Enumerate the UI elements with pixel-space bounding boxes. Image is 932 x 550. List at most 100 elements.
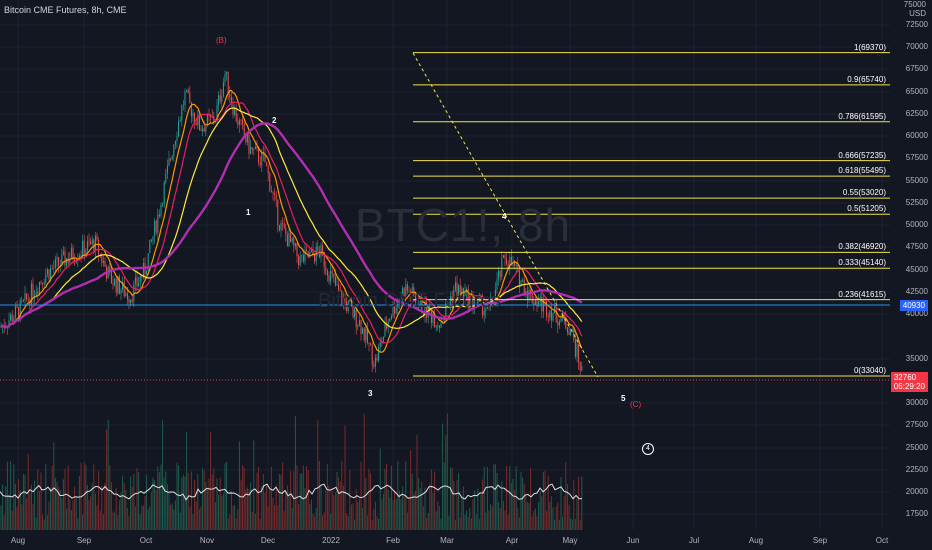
fib-level-label-9: 0.236(41615) <box>838 289 886 299</box>
candle-body <box>269 173 271 192</box>
candle-body <box>0 326 2 328</box>
volume-bar <box>8 494 10 530</box>
fib-level-label-7: 0.382(46920) <box>838 242 886 252</box>
candle-body <box>155 220 157 233</box>
candle-body <box>347 300 349 312</box>
candle-body <box>518 266 520 287</box>
candle-body <box>280 222 282 231</box>
candle-body <box>27 299 29 300</box>
volume-bar <box>258 467 260 530</box>
volume-bar <box>256 472 258 530</box>
wave-label-1: 1 <box>246 208 251 217</box>
volume-bar <box>45 464 47 530</box>
volume-bar <box>542 472 544 530</box>
candle-body <box>331 271 333 274</box>
time-tick-jul: Jul <box>688 536 700 545</box>
candle-body <box>494 289 496 302</box>
candle-body <box>56 257 58 259</box>
volume-bar <box>352 503 354 530</box>
volume-bar <box>123 483 125 530</box>
candle-body <box>408 290 410 292</box>
candle-body <box>445 303 447 317</box>
volume-bar <box>552 507 554 530</box>
candle-body <box>547 316 549 318</box>
volume-bar <box>544 470 546 530</box>
fib-level-label-1: 0.9(65740) <box>847 74 886 84</box>
candle-body <box>219 95 221 102</box>
volume-bar <box>248 488 250 530</box>
volume-bar <box>205 481 207 530</box>
volume-bar <box>306 466 308 530</box>
volume-bar <box>347 516 349 530</box>
candle-body <box>110 271 112 284</box>
candle-body <box>355 308 357 327</box>
candle-body <box>16 306 18 308</box>
candle-body <box>104 261 106 267</box>
volume-bar <box>117 515 119 530</box>
volume-bar <box>90 496 92 530</box>
volume-bar <box>386 463 388 530</box>
volume-bar <box>128 515 130 530</box>
volume-bar <box>278 473 280 530</box>
volume-bar <box>571 519 573 530</box>
candle-body <box>226 71 228 74</box>
wave-label-3: 3 <box>368 389 373 398</box>
volume-bar <box>187 472 189 530</box>
candle-body <box>238 119 240 125</box>
volume-bar <box>578 476 580 530</box>
volume-bar <box>509 465 511 530</box>
candle-body <box>272 192 274 194</box>
candle-body <box>286 234 288 247</box>
candle-body <box>61 254 63 266</box>
volume-bar <box>413 493 415 530</box>
volume-bar <box>274 504 276 530</box>
volume-bar <box>82 514 84 530</box>
volume-bar <box>0 505 2 530</box>
price-axis-top: 75000 <box>903 0 926 9</box>
volume-bar <box>34 480 36 530</box>
volume-bar <box>379 448 381 530</box>
chart-title: Bitcoin CME Futures, 8h, CME <box>4 5 127 15</box>
candle-body <box>389 318 391 322</box>
candle-body <box>13 317 15 322</box>
fib-level-label-2: 0.786(61595) <box>838 111 886 121</box>
candle-body <box>131 299 133 302</box>
volume-bar <box>102 514 104 530</box>
time-tick-sep: Sep <box>812 536 828 545</box>
volume-bar <box>94 493 96 530</box>
volume-bar <box>112 511 114 530</box>
volume-bar <box>26 498 28 530</box>
candle-body <box>234 108 236 115</box>
volume-bar <box>109 465 111 530</box>
candle-body <box>218 95 220 106</box>
candle-body <box>195 122 197 126</box>
candle-body <box>112 283 114 286</box>
candle-body <box>373 364 375 367</box>
fib-trend-line <box>412 52 599 378</box>
volume-bar <box>243 467 245 530</box>
volume-bar <box>168 491 170 530</box>
candle-body <box>46 269 48 275</box>
time-tick-aug: Aug <box>10 536 26 545</box>
candle-body <box>378 347 380 361</box>
candle-body <box>514 261 516 266</box>
candle-body <box>10 314 12 321</box>
candle-body <box>323 252 325 268</box>
candle-body <box>453 289 455 302</box>
candle-body <box>406 284 408 291</box>
candle-body <box>216 105 218 121</box>
volume-bar <box>166 484 168 530</box>
volume-bar <box>22 474 24 530</box>
volume-bar <box>520 471 522 530</box>
fib-retracement[interactable] <box>413 52 890 377</box>
volume-bar <box>214 502 216 530</box>
volume-bar <box>130 476 132 530</box>
volume-bar <box>131 487 133 530</box>
volume-bar <box>302 465 304 530</box>
volume-bar <box>298 504 300 530</box>
volume-bar <box>38 490 40 530</box>
volume-bar <box>426 517 428 530</box>
volume-bar <box>390 465 392 530</box>
volume-bar <box>75 496 77 530</box>
